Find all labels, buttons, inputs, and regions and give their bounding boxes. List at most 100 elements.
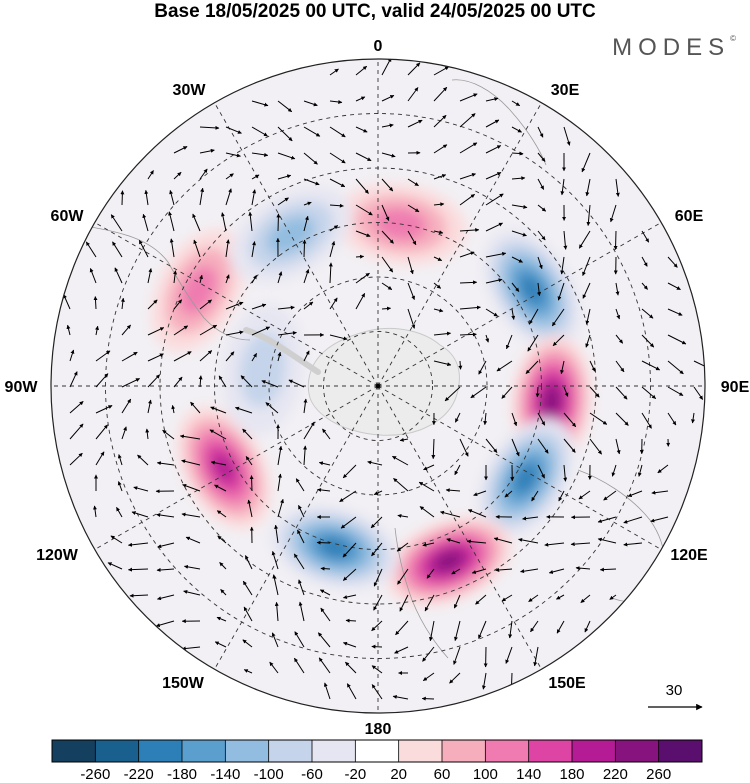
wind-arrow: [293, 553, 305, 570]
lon-label-120e: 120E: [670, 547, 708, 564]
wind-arrow: [219, 562, 227, 570]
wind-arrow: [511, 438, 520, 457]
wind-arrow: [373, 594, 383, 611]
wind-arrow: [317, 632, 331, 648]
wind-arrow: [339, 490, 357, 503]
wind-arrow: [173, 299, 183, 310]
wind-arrow: [355, 293, 366, 310]
wind-arrow: [181, 459, 201, 466]
wind-arrow: [251, 353, 258, 362]
wind-arrow: [537, 412, 546, 426]
wind-arrow: [381, 178, 394, 192]
wind-arrow: [511, 151, 524, 156]
wind-arrow: [147, 299, 158, 310]
wind-arrow: [530, 620, 539, 633]
wind-arrow: [144, 189, 149, 206]
wind-arrow: [121, 351, 138, 362]
wind-arrow: [329, 126, 346, 138]
wind-arrow: [121, 398, 132, 414]
wind-arrow: [142, 213, 149, 232]
anomaly-contour: [543, 387, 561, 415]
wind-arrow: [544, 542, 565, 547]
wind-arrow: [584, 620, 591, 633]
wind-arrow: [433, 174, 447, 180]
colorbar-frame: [51, 739, 703, 763]
wind-arrow: [570, 542, 591, 547]
wind-arrow: [533, 646, 539, 667]
wind-arrow: [459, 251, 475, 258]
wind-arrow: [522, 516, 539, 521]
wind-arrow: [340, 516, 357, 529]
lon-label-60w: 60W: [51, 208, 85, 225]
wind-arrow: [302, 239, 307, 258]
reference-vector-label: 30: [666, 682, 683, 699]
wind-arrow: [433, 230, 444, 235]
wind-arrow: [277, 152, 296, 160]
wind-arrow: [641, 308, 654, 319]
wind-arrow: [485, 334, 490, 343]
wind-arrow: [199, 324, 218, 336]
wind-arrow: [303, 201, 312, 206]
wind-arrow: [563, 386, 569, 397]
wind-arrow: [276, 213, 281, 232]
wind-arrow: [578, 490, 591, 500]
wind-arrow: [433, 331, 451, 336]
wind-arrow: [373, 568, 383, 587]
wind-arrow: [251, 303, 267, 310]
lon-label-30e: 30E: [551, 82, 580, 99]
wind-arrow: [511, 176, 526, 181]
wind-arrow: [277, 305, 295, 310]
wind-arrow: [535, 386, 540, 398]
wind-arrow: [181, 646, 201, 651]
modes-logo: MODES©: [612, 34, 736, 62]
wind-arrow: [381, 230, 394, 244]
wind-arrow: [537, 204, 547, 212]
wind-arrow: [485, 193, 504, 206]
wind-arrow: [182, 483, 201, 492]
wind-arrow: [623, 542, 643, 547]
wind-arrow: [192, 213, 201, 232]
wind-arrow: [466, 539, 487, 544]
wind-arrow: [586, 204, 591, 226]
map-title: Base 18/05/2025 00 UTC, valid 24/05/2025…: [154, 1, 596, 22]
wind-arrow: [505, 646, 513, 664]
wind-arrow: [421, 696, 435, 701]
wind-arrow: [355, 254, 365, 259]
wind-arrow: [371, 644, 383, 649]
wind-arrow: [407, 62, 421, 76]
wind-arrow: [66, 324, 71, 336]
wind-arrow: [597, 516, 617, 523]
colorbar-tick-label: -140: [210, 766, 240, 783]
wind-arrow: [397, 513, 409, 518]
wind-arrow: [381, 94, 395, 102]
wind-arrow: [318, 657, 331, 674]
wind-arrow: [511, 100, 521, 107]
wind-arrow: [563, 438, 576, 453]
wind-arrow: [501, 594, 513, 602]
wind-arrow: [627, 490, 643, 497]
wind-arrow: [511, 256, 523, 263]
wind-arrow: [641, 282, 648, 290]
wind-arrow: [528, 308, 539, 325]
positive-anomaly: [177, 406, 271, 530]
wind-arrow: [294, 631, 305, 648]
wind-arrow: [609, 204, 617, 223]
wind-arrow: [518, 538, 539, 544]
wind-arrow: [117, 454, 123, 466]
wind-arrow: [426, 568, 435, 579]
south-america-outline: [79, 224, 251, 341]
wind-arrow: [117, 481, 123, 492]
wind-arrow: [133, 486, 149, 492]
colorbar-swatch: [268, 740, 312, 762]
wind-arrow: [407, 178, 419, 187]
wind-arrow: [199, 148, 215, 154]
wind-arrow: [169, 238, 175, 258]
wind-arrow: [407, 119, 423, 128]
wind-arrow: [433, 360, 452, 367]
wind-arrow: [128, 567, 149, 572]
wind-arrow: [556, 620, 565, 634]
wind-arrow: [329, 99, 343, 104]
wind-arrow: [509, 672, 514, 690]
wind-arrow: [121, 426, 127, 440]
wind-arrow: [459, 438, 469, 457]
